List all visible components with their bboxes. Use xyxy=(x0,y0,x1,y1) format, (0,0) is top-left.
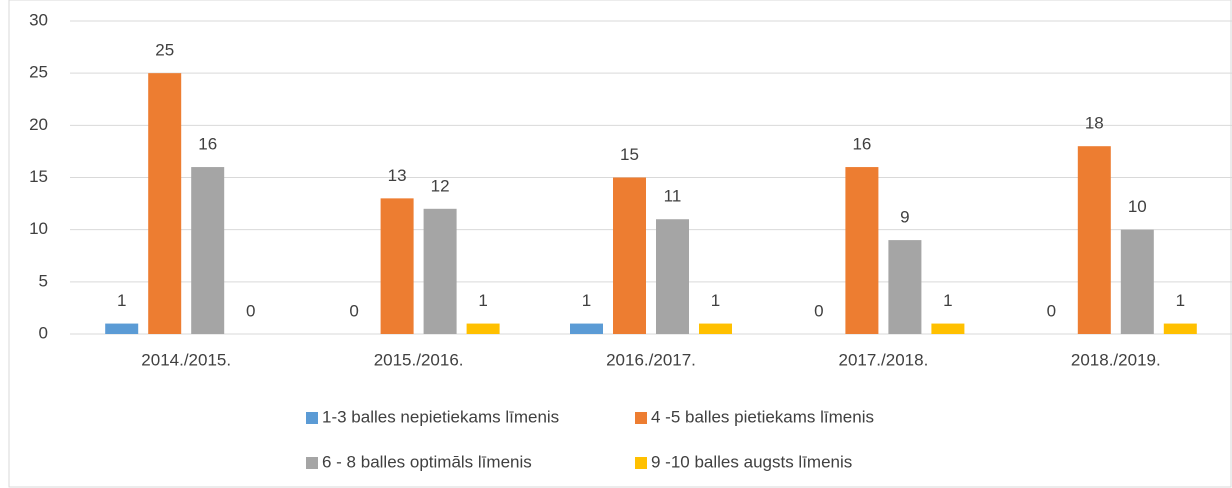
y-tick-label: 5 xyxy=(39,271,48,290)
legend-swatch xyxy=(306,412,318,424)
data-label: 18 xyxy=(1085,114,1104,133)
x-tick-label: 2017./2018. xyxy=(838,350,928,369)
y-tick-label: 15 xyxy=(29,167,48,186)
bar xyxy=(466,323,500,334)
bar xyxy=(1077,146,1111,334)
data-label: 1 xyxy=(582,291,591,310)
data-label: 15 xyxy=(620,145,639,164)
data-label: 13 xyxy=(388,166,407,185)
legend-label: 1-3 balles nepietiekams līmenis xyxy=(322,407,559,426)
y-tick-label: 20 xyxy=(29,115,48,134)
bar xyxy=(105,323,139,334)
bar xyxy=(570,323,603,334)
data-label: 1 xyxy=(943,291,952,310)
y-tick-label: 0 xyxy=(39,323,48,342)
data-label: 16 xyxy=(198,135,217,154)
bar xyxy=(1163,323,1197,334)
legend-label: 4 -5 balles pietiekams līmenis xyxy=(651,407,874,426)
y-tick-label: 25 xyxy=(29,63,48,82)
bar xyxy=(1120,229,1154,334)
bar xyxy=(888,240,922,334)
data-label: 16 xyxy=(852,135,871,154)
data-label: 0 xyxy=(1047,301,1056,320)
x-tick-label: 2016./2017. xyxy=(606,350,696,369)
data-label: 0 xyxy=(814,301,823,320)
bar xyxy=(423,208,457,334)
bar xyxy=(148,73,182,335)
legend-swatch xyxy=(635,457,647,469)
data-label: 11 xyxy=(664,187,682,206)
chart-border xyxy=(8,0,1232,488)
bar xyxy=(191,167,225,334)
data-label: 25 xyxy=(155,41,174,60)
legend-swatch xyxy=(635,412,647,424)
data-label: 1 xyxy=(117,291,126,310)
data-label: 1 xyxy=(711,291,720,310)
bar xyxy=(380,198,414,334)
x-tick-label: 2014./2015. xyxy=(141,350,231,369)
x-tick-label: 2018./2019. xyxy=(1071,350,1161,369)
bar xyxy=(931,323,965,334)
bar xyxy=(699,323,732,334)
bar xyxy=(845,167,879,334)
data-label: 1 xyxy=(478,291,487,310)
legend-label: 9 -10 balles augsts līmenis xyxy=(651,452,852,471)
y-tick-label: 30 xyxy=(29,10,48,29)
data-label: 0 xyxy=(246,301,255,320)
legend-label: 6 - 8 balles optimāls līmenis xyxy=(322,452,532,471)
data-label: 0 xyxy=(349,301,358,320)
data-label: 12 xyxy=(431,176,450,195)
bar xyxy=(613,177,646,334)
legend-swatch xyxy=(306,457,318,469)
bar xyxy=(656,219,689,334)
y-tick-label: 10 xyxy=(29,219,48,238)
data-label: 1 xyxy=(1176,291,1185,310)
x-tick-label: 2015./2016. xyxy=(374,350,464,369)
data-label: 10 xyxy=(1128,197,1147,216)
data-label: 9 xyxy=(900,208,909,227)
